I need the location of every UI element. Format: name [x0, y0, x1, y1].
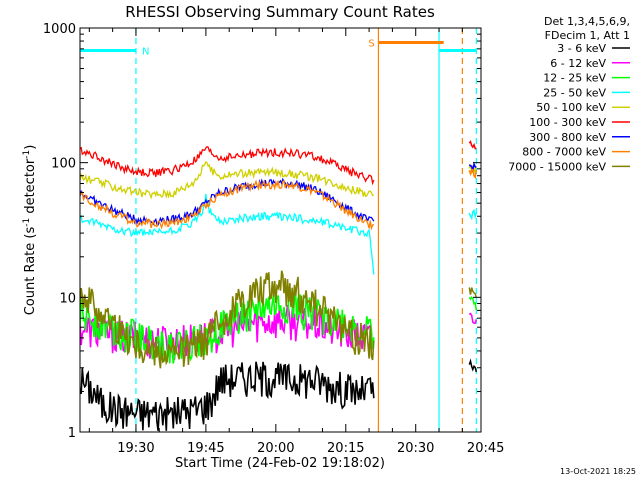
x-tick-label: 20:15 — [327, 441, 364, 456]
x-tick-label: 19:45 — [187, 441, 224, 456]
plot-area: NS — [80, 28, 478, 432]
flag-label-1: S — [368, 39, 374, 50]
series-line-4 — [80, 160, 374, 200]
flag-label-0: N — [142, 47, 149, 58]
legend-label-5: 100 - 300 keV — [529, 116, 606, 129]
series-line-3 — [80, 193, 375, 275]
x-axis-label: Start Time (24-Feb-02 19:18:02) — [175, 456, 385, 471]
chart-title: RHESSI Observing Summary Count Rates — [125, 3, 435, 21]
legend-label-2: 12 - 25 keV — [543, 72, 606, 85]
legend: Det 1,3,4,5,6,9, FDecim 1, Att 1 3 - 6 k… — [508, 15, 630, 173]
legend-label-7: 800 - 7000 keV — [522, 146, 606, 159]
legend-header-line-2: FDecim 1, Att 1 — [545, 29, 630, 42]
series-line-7 — [80, 179, 375, 231]
series-post-2 — [468, 296, 478, 311]
legend-label-1: 6 - 12 keV — [550, 57, 606, 70]
y-tick-label: 1 — [68, 426, 76, 441]
series-line-6 — [80, 177, 375, 226]
series-line-5 — [80, 145, 375, 186]
series-line-8 — [80, 270, 375, 369]
y-tick-label: 100 — [51, 157, 76, 172]
y-tick-label: 10 — [59, 291, 76, 306]
series-post-1 — [468, 312, 478, 324]
legend-label-4: 50 - 100 keV — [536, 101, 606, 114]
timestamp: 13-Oct-2021 18:25 — [560, 467, 636, 476]
x-tick-label: 20:45 — [467, 441, 504, 456]
x-tick-label: 20:30 — [397, 441, 434, 456]
legend-label-6: 300 - 800 keV — [529, 131, 606, 144]
series-post-5 — [468, 140, 477, 150]
legend-label-0: 3 - 6 keV — [557, 42, 606, 55]
legend-header-line-1: Det 1,3,4,5,6,9, — [544, 15, 630, 28]
legend-label-8: 7000 - 15000 keV — [508, 160, 606, 173]
series-post-3 — [468, 208, 478, 221]
legend-label-3: 25 - 50 keV — [543, 86, 606, 99]
plot-frame — [79, 27, 482, 433]
series-post-0 — [468, 358, 478, 373]
y-axis-label: Count Rate (s-1 detector-1) — [22, 145, 38, 316]
y-tick-label: 1000 — [43, 22, 76, 37]
x-tick-label: 20:00 — [257, 441, 294, 456]
series-line-0 — [80, 361, 375, 431]
x-tick-label: 19:30 — [117, 441, 154, 456]
series-post-7 — [468, 168, 478, 180]
series-post-8 — [468, 287, 478, 298]
